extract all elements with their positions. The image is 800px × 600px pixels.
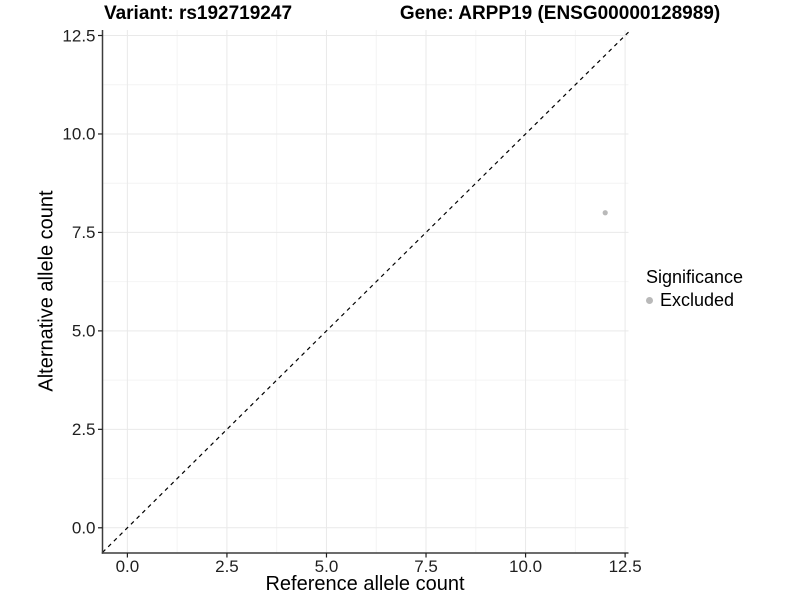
y-axis-tick-label: 2.5 [72,420,96,439]
x-axis-title: Reference allele count [265,573,465,595]
x-axis-tick-label: 10.0 [509,557,542,576]
legend-entry-label: Excluded [660,290,735,310]
data-point [602,210,608,216]
y-axis-tick-label: 0.0 [72,519,96,538]
x-axis-tick-label: 0.0 [116,557,140,576]
legend-title: Significance [646,267,744,287]
plot-title-gene: Gene: ARPP19 (ENSG00000128989) [399,3,721,24]
legend-entry-excluded: Excluded [646,290,743,311]
legend: Significance Excluded [646,267,743,311]
x-axis-tick-label: 12.5 [609,557,642,576]
x-axis-tick-label: 7.5 [414,557,438,576]
y-axis-tick-label: 10.0 [62,125,95,144]
x-axis-tick-label: 2.5 [215,557,239,576]
y-axis-tick-label: 5.0 [72,322,96,341]
x-axis-tick-label: 5.0 [315,557,339,576]
identity-line [102,31,629,553]
y-axis-tick-label: 7.5 [72,223,96,242]
y-axis-tick-label: 12.5 [62,26,95,45]
plot-title-variant: Variant: rs192719247 [103,3,293,24]
legend-point-icon [646,297,653,304]
y-axis-title: Alternative allele count [35,190,58,392]
